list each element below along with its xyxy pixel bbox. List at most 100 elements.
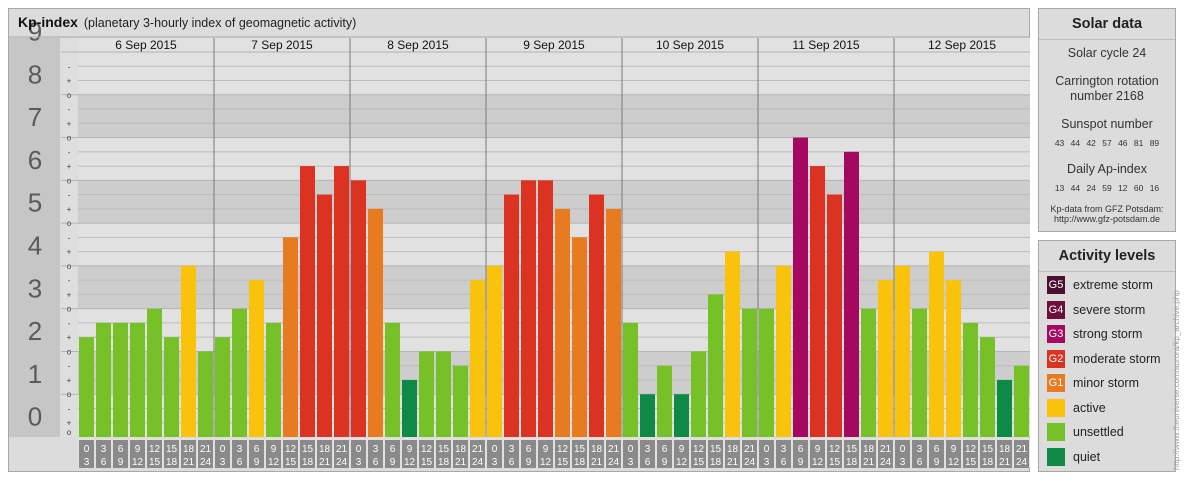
interval-start-label: 15: [166, 444, 178, 455]
interval-cell: [487, 440, 502, 468]
interval-cell: [776, 440, 791, 468]
minor-tick-label: o: [67, 91, 72, 100]
legend-label: quiet: [1073, 449, 1101, 464]
minor-tick-label: -: [68, 276, 71, 285]
kp-bar: [317, 194, 332, 437]
carrington-number: number 2168: [1070, 89, 1144, 103]
interval-start-label: 12: [421, 444, 433, 455]
kp-bar: [640, 394, 655, 437]
kp-bar: [385, 322, 400, 437]
ap-index-title: Daily Ap-index: [1067, 162, 1147, 176]
legend-label: strong storm: [1073, 327, 1143, 341]
interval-end-label: 12: [812, 457, 824, 468]
interval-start-label: 3: [373, 444, 379, 455]
interval-end-label: 12: [540, 457, 552, 468]
interval-start-label: 9: [543, 444, 549, 455]
date-header-row: [78, 38, 1030, 52]
kp-bar: [266, 322, 281, 437]
y-axis-background: [9, 38, 60, 437]
interval-cell: [538, 440, 553, 468]
legend-swatch: G3: [1047, 325, 1065, 343]
interval-start-label: 0: [900, 444, 906, 455]
source-url[interactable]: http://www.gfz-potsdam.de: [1053, 214, 1161, 224]
interval-end-label: 21: [999, 457, 1011, 468]
kp-bar: [538, 180, 553, 438]
kp-bar: [232, 308, 247, 437]
interval-start-label: 15: [846, 444, 858, 455]
interval-cell: [79, 440, 94, 468]
interval-end-label: 21: [591, 457, 603, 468]
y-tick-label: 0: [28, 402, 42, 432]
interval-end-label: 18: [166, 457, 178, 468]
interval-start-label: 3: [237, 444, 243, 455]
minor-tick-label: +: [67, 248, 72, 257]
interval-start-label: 21: [472, 444, 484, 455]
kp-bar: [674, 394, 689, 437]
interval-start-label: 0: [764, 444, 770, 455]
interval-cell: [708, 440, 723, 468]
interval-cell: [351, 440, 366, 468]
interval-end-label: 15: [149, 457, 161, 468]
interval-cell: [436, 440, 451, 468]
interval-start-label: 6: [662, 444, 668, 455]
date-label: 11 Sep 2015: [792, 38, 859, 52]
interval-start-label: 6: [390, 444, 396, 455]
legend-item: G3 strong storm: [1047, 324, 1142, 344]
interval-start-label: 6: [526, 444, 532, 455]
interval-cell: [147, 440, 162, 468]
kp-bar: [895, 265, 910, 437]
interval-cell: [691, 440, 706, 468]
interval-cell: [453, 440, 468, 468]
kp-bar: [912, 308, 927, 437]
interval-start-label: 0: [492, 444, 498, 455]
interval-start-label: 21: [608, 444, 620, 455]
kp-bar: [130, 322, 145, 437]
interval-cell: [946, 440, 961, 468]
y-tick-label: 9: [28, 17, 42, 47]
y-tick-label: 3: [28, 273, 42, 303]
kp-bar: [1014, 365, 1029, 437]
kp-bar: [215, 337, 230, 437]
watermark-url: http://www.theuniverse.com/aurora/kp_arc…: [1172, 290, 1181, 470]
kp-bar: [844, 151, 859, 438]
kp-bar: [147, 308, 162, 437]
minor-tick-label: o: [67, 390, 72, 399]
interval-end-label: 3: [900, 457, 906, 468]
grid-band: [78, 223, 1030, 266]
interval-cell: [640, 440, 655, 468]
minor-tick-label: +: [67, 419, 72, 428]
interval-start-label: 18: [863, 444, 875, 455]
interval-end-label: 6: [917, 457, 923, 468]
legend-label: unsettled: [1073, 425, 1124, 439]
interval-cell: [470, 440, 485, 468]
minor-tick-label: o: [67, 262, 72, 271]
kp-bar: [419, 351, 434, 437]
y-tick-label: 2: [28, 316, 42, 346]
date-label: 7 Sep 2015: [251, 38, 313, 52]
interval-end-label: 24: [608, 457, 620, 468]
interval-cell: [113, 440, 128, 468]
kp-bar: [810, 166, 825, 438]
legend-item: active: [1047, 398, 1106, 418]
interval-cell: [793, 440, 808, 468]
interval-end-label: 6: [101, 457, 107, 468]
kp-bar: [742, 308, 757, 437]
kp-bar: [79, 337, 94, 437]
interval-cell: [572, 440, 587, 468]
kp-bar: [453, 365, 468, 437]
interval-start-label: 3: [781, 444, 787, 455]
kp-bar: [929, 251, 944, 437]
interval-start-label: 9: [135, 444, 141, 455]
interval-end-label: 24: [880, 457, 892, 468]
interval-end-label: 3: [492, 457, 498, 468]
interval-end-label: 9: [254, 457, 260, 468]
kp-bar: [793, 137, 808, 438]
legend-label: minor storm: [1073, 376, 1139, 390]
interval-cell: [895, 440, 910, 468]
minor-tick-label: -: [68, 319, 71, 328]
interval-end-label: 21: [727, 457, 739, 468]
y-tick-label: 1: [28, 359, 42, 389]
interval-end-label: 12: [132, 457, 144, 468]
kp-bar: [249, 280, 264, 437]
legend-swatch: G1: [1047, 374, 1065, 392]
